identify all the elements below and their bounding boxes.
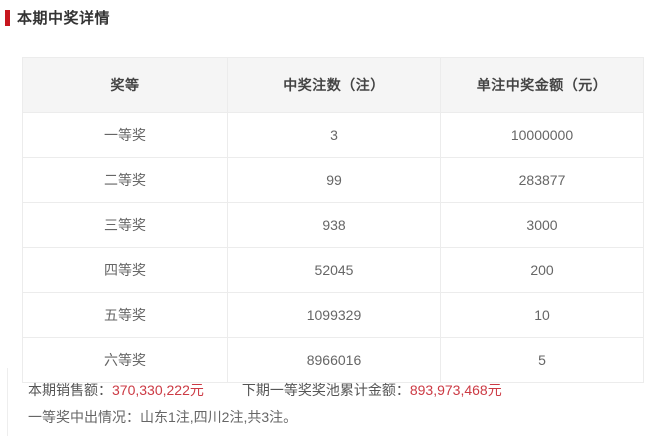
count-cell: 52045 — [227, 247, 441, 293]
amount-cell: 283877 — [440, 157, 644, 203]
table-row: 二等奖 99 283877 — [22, 157, 644, 203]
tier-cell: 四等奖 — [22, 247, 228, 293]
amount-cell: 10 — [440, 292, 644, 338]
panel-edge-line — [7, 368, 8, 436]
table-row: 四等奖 52045 200 — [22, 247, 644, 293]
column-header-count: 中奖注数（注） — [227, 57, 441, 113]
title-accent-bar — [5, 9, 10, 26]
tier-cell: 三等奖 — [22, 202, 228, 248]
table-header-row: 奖等 中奖注数（注） 单注中奖金额（元） — [22, 57, 644, 113]
tier-cell: 六等奖 — [22, 337, 228, 383]
amount-cell: 5 — [440, 337, 644, 383]
tier-cell: 二等奖 — [22, 157, 228, 203]
pool-label: 下期一等奖奖池累计金额： — [241, 382, 410, 398]
sales-and-pool-line: 本期销售额：370,330,222元 下期一等奖奖池累计金额：893,973,46… — [28, 381, 502, 400]
column-header-amount: 单注中奖金额（元） — [440, 57, 644, 113]
count-cell: 938 — [227, 202, 441, 248]
count-cell: 3 — [227, 112, 441, 158]
first-prize-detail: 一等奖中出情况：山东1注,四川2注,共3注。 — [28, 409, 298, 425]
count-cell: 99 — [227, 157, 441, 203]
section-header: 本期中奖详情 — [5, 7, 110, 28]
sales-label: 本期销售额： — [28, 382, 112, 398]
summary-footer: 本期销售额：370,330,222元 下期一等奖奖池累计金额：893,973,46… — [28, 381, 502, 427]
amount-cell: 200 — [440, 247, 644, 293]
amount-cell: 3000 — [440, 202, 644, 248]
column-header-tier: 奖等 — [22, 57, 228, 113]
tier-cell: 五等奖 — [22, 292, 228, 338]
prize-table-container: 奖等 中奖注数（注） 单注中奖金额（元） 一等奖 3 10000000 二等奖 99 28… — [22, 57, 644, 383]
count-cell: 8966016 — [227, 337, 441, 383]
prize-table: 奖等 中奖注数（注） 单注中奖金额（元） 一等奖 3 10000000 二等奖 99 28… — [22, 57, 644, 383]
sales-value: 370,330,222元 — [112, 382, 204, 398]
table-row: 三等奖 938 3000 — [22, 202, 644, 248]
table-row: 五等奖 1099329 10 — [22, 292, 644, 338]
tier-cell: 一等奖 — [22, 112, 228, 158]
pool-value: 893,973,468元 — [409, 382, 502, 398]
count-cell: 1099329 — [227, 292, 441, 338]
table-body: 一等奖 3 10000000 二等奖 99 283877 三等奖 938 3000 四等奖 5204… — [22, 112, 644, 383]
amount-cell: 10000000 — [440, 112, 644, 158]
page-title: 本期中奖详情 — [17, 10, 111, 27]
table-row: 一等奖 3 10000000 — [22, 112, 644, 158]
table-row: 六等奖 8966016 5 — [22, 337, 644, 383]
